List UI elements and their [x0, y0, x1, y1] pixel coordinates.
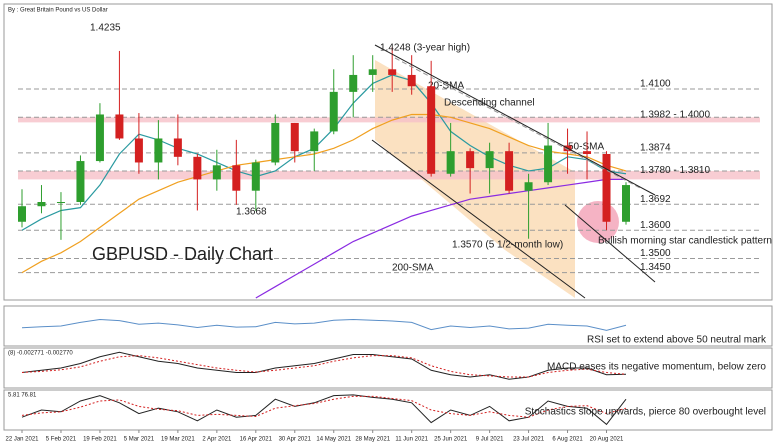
sma-line: [255, 178, 626, 299]
indicator-line: [21, 395, 627, 418]
candle-body: [115, 114, 124, 139]
indicator-line: [21, 351, 627, 380]
level-band: [18, 117, 760, 123]
x-tick-label: 6 Aug 2021: [552, 437, 583, 443]
indicator-caption: Stochastics slope upwards, pierce 80 ove…: [525, 407, 766, 418]
x-tick-label: 22 Jan 2021: [5, 437, 39, 443]
sma-line: [21, 113, 627, 274]
candle-body: [290, 122, 299, 152]
rsi-panel: [3, 305, 773, 347]
chart-title: GBPUSD - Daily Chart: [92, 244, 273, 264]
level-label: 1.3780 - 1.3810: [640, 165, 710, 176]
price-panel: [3, 3, 773, 301]
candle-body: [583, 151, 592, 154]
annotation: 1.3570 (5 1/2-month low): [452, 240, 563, 251]
candle-body: [212, 165, 221, 180]
indicator-line: [21, 394, 627, 426]
x-tick-label: 28 May 2021: [355, 437, 390, 443]
annotation: 1.4248 (3-year high): [380, 43, 470, 54]
candle-body: [349, 74, 358, 92]
candle-body: [407, 74, 416, 87]
candle-body: [388, 69, 397, 75]
stochastic-panel: [3, 389, 773, 431]
level-band: [18, 170, 760, 180]
x-tick-label: 30 Apr 2021: [279, 437, 312, 443]
candle-body: [134, 138, 143, 163]
candle-body: [37, 202, 46, 207]
candle-body: [544, 145, 553, 183]
candle-body: [466, 151, 475, 169]
x-tick-label: 25 Jun 2021: [434, 437, 468, 443]
candle-body: [329, 91, 338, 132]
indicator-header: (8) -0.002771 -0.002770: [8, 351, 73, 357]
level-label: 1.3600: [640, 220, 671, 231]
x-tick-label: 16 Apr 2021: [240, 437, 273, 443]
candle-body: [154, 138, 163, 163]
x-tick-label: 5 Feb 2021: [46, 437, 77, 443]
annotation: 1.4235: [90, 23, 121, 34]
candle-body: [232, 165, 241, 191]
x-tick-label: 23 Jul 2021: [513, 437, 545, 443]
x-tick-label: 2 Apr 2021: [202, 437, 232, 443]
candle-body: [18, 206, 26, 222]
indicator-header: 5.81 76.81: [8, 393, 37, 399]
trend-line: [394, 57, 641, 189]
annotation: Bullish morning star candlestick pattern: [598, 236, 772, 247]
indicator-caption: RSI set to extend above 50 neutral mark: [587, 335, 767, 346]
level-label: 1.4100: [640, 79, 671, 90]
indicator-line: [21, 355, 627, 378]
x-tick-label: 9 Jul 2021: [476, 437, 504, 443]
level-label: 1.3450: [640, 262, 671, 273]
candle-body: [251, 162, 260, 191]
candle-body: [368, 69, 377, 75]
subtitle: By : Great Britain Pound vs US Dollar: [8, 8, 108, 14]
candle-body: [505, 151, 514, 191]
channel-line: [371, 139, 586, 299]
indicator-caption: MACD eases its negative momentum, below …: [547, 362, 766, 373]
candle-body: [173, 138, 182, 157]
macd-panel: [3, 347, 773, 389]
candle-body: [524, 182, 533, 191]
x-tick-label: 19 Mar 2021: [161, 437, 195, 443]
candle-body: [271, 122, 280, 163]
candle-body: [622, 185, 630, 222]
sma-line: [21, 74, 627, 231]
level-label: 1.3500: [640, 248, 671, 259]
x-tick-label: 5 Mar 2021: [124, 437, 155, 443]
x-tick-label: 20 Aug 2021: [590, 437, 624, 443]
sma-label: 200-SMA: [392, 263, 434, 274]
level-label: 1.3692: [640, 194, 671, 205]
x-tick-label: 19 Feb 2021: [83, 437, 117, 443]
plot: By : Great Britain Pound vs US Dollar 1.4…: [5, 8, 767, 443]
annotation: 1.3668: [236, 207, 267, 218]
candle-body: [95, 114, 104, 162]
level-label: 1.3874: [640, 143, 671, 154]
candle-body: [485, 151, 494, 169]
sma-label: 20-SMA: [428, 81, 464, 92]
indicator-line: [21, 319, 627, 331]
candle-body: [446, 151, 455, 174]
candle-body: [602, 154, 611, 222]
candle-body: [56, 202, 65, 203]
sma-label: 50-SMA: [568, 142, 604, 153]
candle-body: [427, 86, 436, 174]
overlay: 1.4235 1.4248 (3-year high) Descending cha…: [90, 23, 772, 299]
x-tick-label: 14 May 2021: [316, 437, 351, 443]
x-tick-label: 11 Jun 2021: [395, 437, 428, 443]
annotation: Descending channel: [444, 98, 535, 109]
candle-body: [76, 161, 85, 202]
candle-body: [310, 131, 319, 152]
channel-line: [374, 44, 656, 196]
channel-line: [564, 204, 656, 283]
candle-body: [193, 156, 202, 180]
level-label: 1.3982 - 1.4000: [640, 109, 710, 120]
